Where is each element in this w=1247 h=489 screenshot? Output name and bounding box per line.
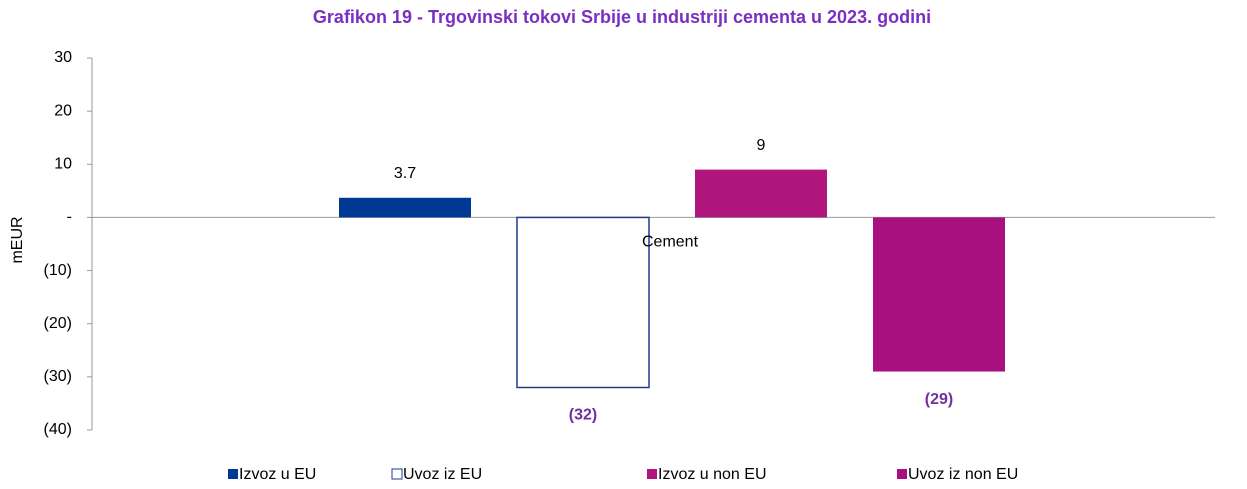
bar — [516, 216, 650, 389]
legend-marker — [647, 469, 657, 479]
value-label: (32) — [569, 407, 597, 424]
y-tick-label: 30 — [54, 49, 72, 66]
y-tick-label: 10 — [54, 156, 72, 173]
x-tick-label: Cement — [642, 234, 699, 251]
y-tick-label: (40) — [44, 421, 72, 438]
bar — [339, 197, 471, 218]
legend-label: Izvoz u EU — [239, 466, 316, 483]
y-tick-label: - — [67, 209, 72, 226]
legend-marker — [897, 469, 907, 479]
value-label: 3.7 — [394, 165, 416, 182]
legend-label: Izvoz u non EU — [658, 466, 767, 483]
y-tick-label: (30) — [44, 368, 72, 385]
legend-marker — [228, 469, 238, 479]
y-axis-label: mEUR — [9, 216, 26, 263]
bar — [873, 217, 1005, 372]
bar — [695, 169, 827, 218]
y-tick-label: (10) — [44, 262, 72, 279]
y-tick-label: 20 — [54, 102, 72, 119]
legend-label: Uvoz iz non EU — [908, 466, 1018, 483]
value-label: 9 — [757, 137, 766, 154]
value-label: (29) — [925, 391, 953, 408]
y-tick-label: (20) — [44, 315, 72, 332]
legend-marker — [391, 468, 403, 480]
chart-title: Grafikon 19 - Trgovinski tokovi Srbije u… — [313, 7, 931, 27]
legend-label: Uvoz iz EU — [403, 466, 482, 483]
